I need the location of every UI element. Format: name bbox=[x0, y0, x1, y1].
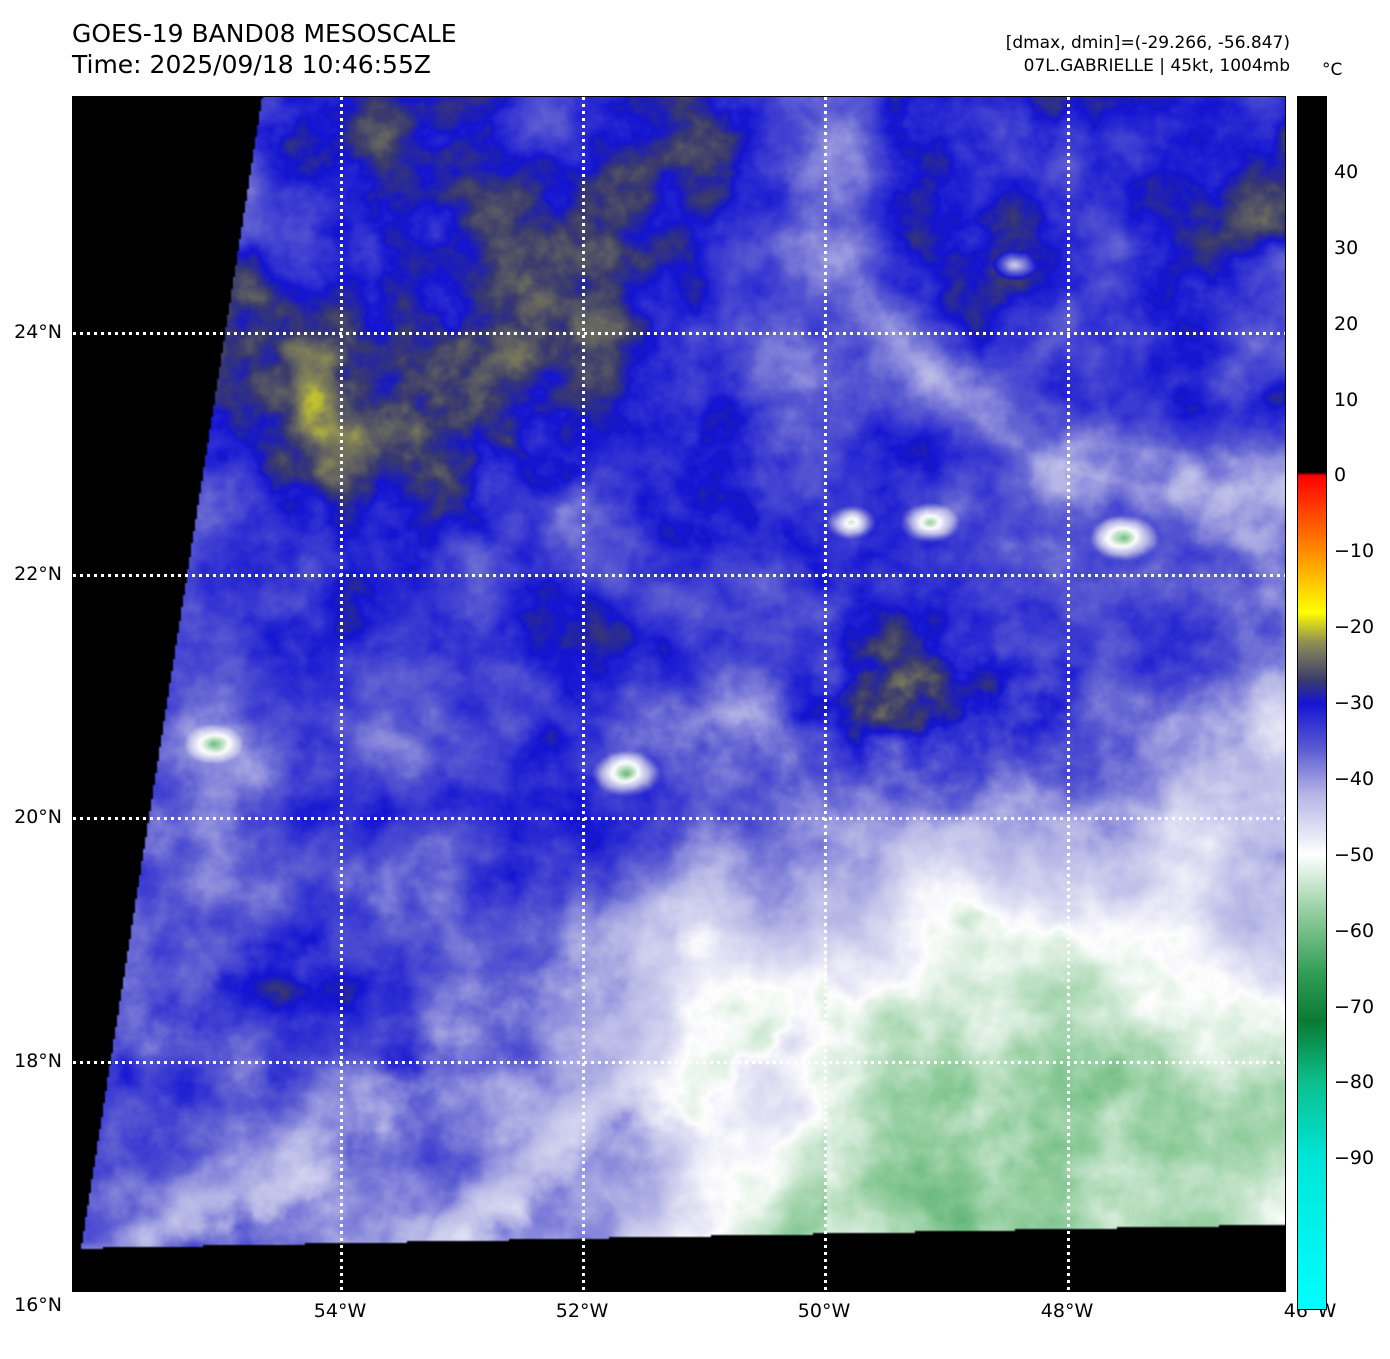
colorbar-gradient bbox=[1298, 97, 1326, 1309]
latitude-tick-label: 22°N bbox=[14, 563, 62, 585]
colorbar-tick: −10 bbox=[1334, 540, 1375, 563]
colorbar-tick: 10 bbox=[1334, 388, 1359, 411]
metadata-block: [dmax, dmin]=(-29.266, -56.847) 07L.GABR… bbox=[1006, 32, 1290, 78]
longitude-tick-label: 50°W bbox=[797, 1300, 851, 1322]
latitude-tick-label: 18°N bbox=[14, 1050, 62, 1072]
colorbar-tick: 0 bbox=[1334, 464, 1347, 487]
colorbar-tick: 20 bbox=[1334, 312, 1359, 335]
colorbar-tick: −90 bbox=[1334, 1147, 1375, 1170]
storm-info-label: 07L.GABRIELLE | 45kt, 1004mb bbox=[1023, 56, 1290, 76]
timestamp-label: Time: 2025/09/18 10:46:55Z bbox=[72, 50, 431, 79]
colorbar-tick: −70 bbox=[1334, 995, 1375, 1018]
satellite-image-plot[interactable]: Copyright © 2020-2025 Dapiya bbox=[72, 96, 1286, 1292]
page-title: GOES-19 BAND08 MESOSCALE bbox=[72, 19, 457, 48]
colorbar-tick: −60 bbox=[1334, 919, 1375, 942]
latitude-tick-label: 16°N bbox=[14, 1294, 62, 1316]
colorbar-unit-label: °C bbox=[1322, 60, 1343, 80]
colorbar-tick: 30 bbox=[1334, 236, 1359, 259]
data-range-label: [dmax, dmin]=(-29.266, -56.847) bbox=[1005, 33, 1290, 53]
longitude-tick-label: 48°W bbox=[1040, 1300, 1094, 1322]
latitude-tick-label: 24°N bbox=[14, 321, 62, 343]
longitude-tick-label: 54°W bbox=[313, 1300, 367, 1322]
satellite-imagery-canvas bbox=[73, 97, 1285, 1291]
title-block: GOES-19 BAND08 MESOSCALE Time: 2025/09/1… bbox=[72, 18, 457, 80]
colorbar-tick: −30 bbox=[1334, 692, 1375, 714]
colorbar-tick: −80 bbox=[1334, 1071, 1375, 1094]
latitude-tick-label: 20°N bbox=[14, 806, 62, 828]
longitude-tick-label: 52°W bbox=[555, 1300, 609, 1322]
colorbar-tick: −40 bbox=[1334, 767, 1375, 790]
colorbar-tick: −50 bbox=[1334, 843, 1375, 866]
temperature-colorbar[interactable] bbox=[1297, 96, 1327, 1310]
colorbar-tick: −20 bbox=[1334, 616, 1375, 639]
colorbar-tick: 40 bbox=[1334, 160, 1359, 183]
